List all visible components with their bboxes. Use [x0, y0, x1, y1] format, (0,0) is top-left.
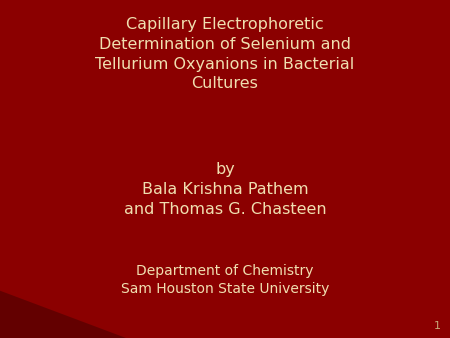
Polygon shape	[0, 291, 126, 338]
Text: 1: 1	[434, 321, 441, 331]
Text: by
Bala Krishna Pathem
and Thomas G. Chasteen: by Bala Krishna Pathem and Thomas G. Cha…	[124, 162, 326, 217]
Text: Department of Chemistry
Sam Houston State University: Department of Chemistry Sam Houston Stat…	[121, 264, 329, 296]
Text: Capillary Electrophoretic
Determination of Selenium and
Tellurium Oxyanions in B: Capillary Electrophoretic Determination …	[95, 17, 355, 91]
